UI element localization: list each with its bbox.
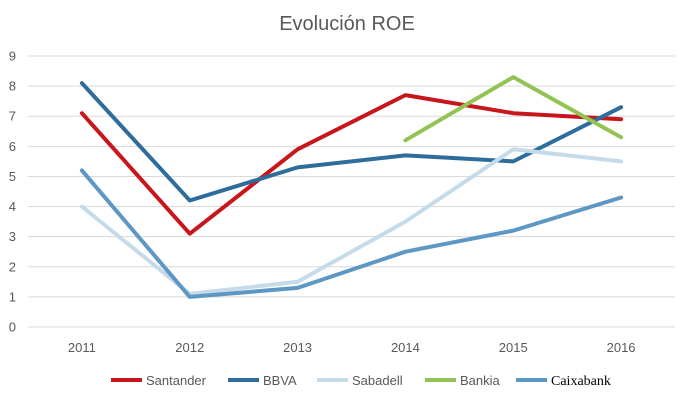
chart-title: Evolución ROE <box>279 13 415 35</box>
y-tick-label: 6 <box>9 139 16 154</box>
y-tick-label: 5 <box>9 169 16 184</box>
y-tick-label: 9 <box>9 49 16 64</box>
legend-item-bbva: BBVA <box>228 373 297 388</box>
x-tick-label: 2016 <box>607 340 636 355</box>
series-lines <box>79 75 624 299</box>
legend-item-santander: Santander <box>111 373 207 388</box>
y-tick-label: 3 <box>9 229 16 244</box>
y-axis-ticks: 0 1 2 3 4 5 6 7 8 9 <box>9 49 16 335</box>
x-tick-label: 2014 <box>391 340 420 355</box>
y-tick-label: 1 <box>9 289 16 304</box>
series-line-bankia <box>403 75 624 143</box>
legend-item-bankia: Bankia <box>425 373 501 388</box>
x-tick-label: 2011 <box>68 340 96 355</box>
x-tick-label: 2015 <box>499 340 528 355</box>
legend-item-caixabank: Caixabank <box>516 374 611 389</box>
legend-label: Caixabank <box>551 374 611 389</box>
x-axis-ticks: 2011 2012 2013 2014 2015 2016 <box>68 340 636 355</box>
x-tick-label: 2013 <box>283 340 312 355</box>
gridlines <box>28 55 675 328</box>
series-line-bbva <box>79 81 624 203</box>
legend-label: Santander <box>146 373 207 388</box>
legend-label: Bankia <box>460 373 501 388</box>
x-tick-label: 2012 <box>175 340 204 355</box>
series-line-caixabank <box>79 168 624 299</box>
y-tick-label: 4 <box>9 199 16 214</box>
y-tick-label: 2 <box>9 259 16 274</box>
series-line-santander <box>79 93 624 236</box>
legend-item-sabadell: Sabadell <box>317 373 403 388</box>
legend: Santander BBVA Sabadell Bankia Caixabank <box>111 373 611 389</box>
y-tick-label: 0 <box>9 320 16 335</box>
y-tick-label: 8 <box>9 79 16 94</box>
legend-label: BBVA <box>263 373 297 388</box>
y-tick-label: 7 <box>9 109 16 124</box>
legend-label: Sabadell <box>352 373 403 388</box>
series-line-sabadell <box>79 147 624 296</box>
